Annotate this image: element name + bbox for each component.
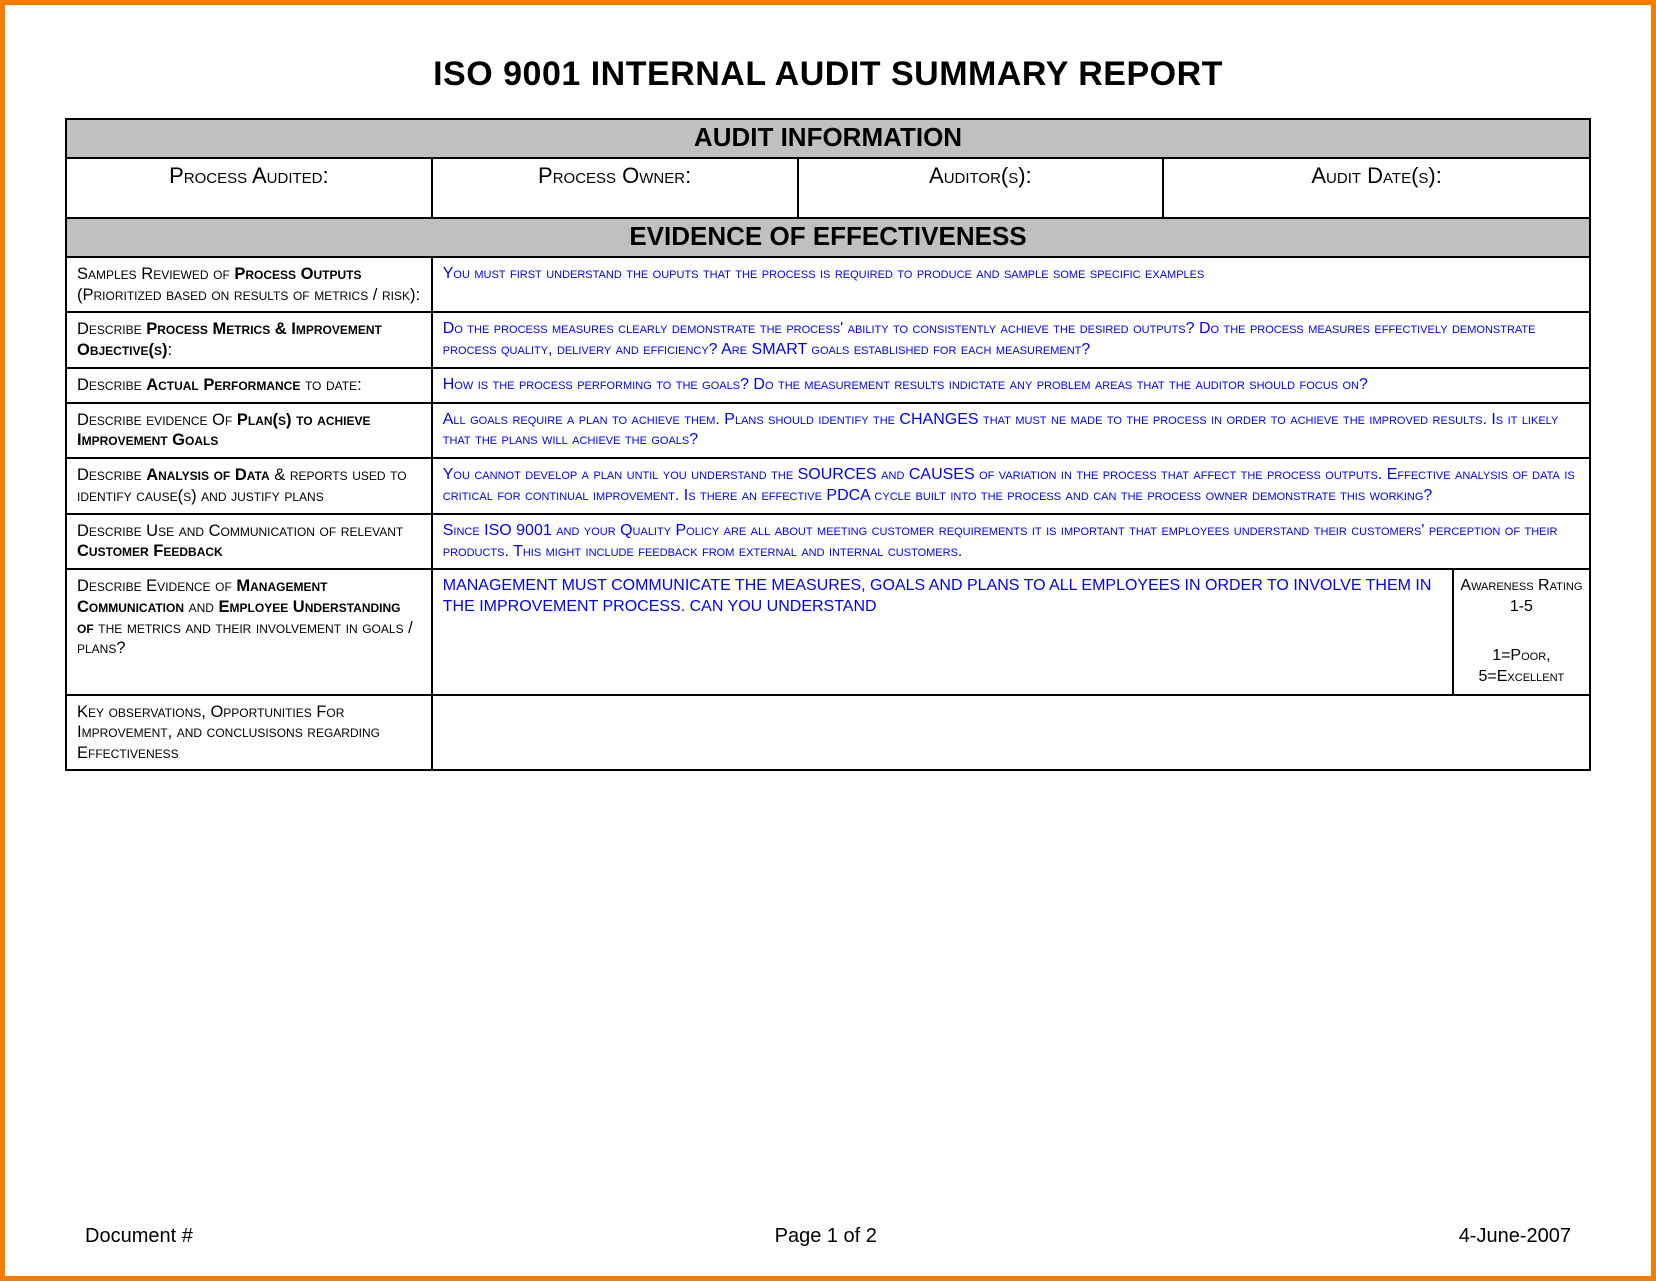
row-label-analysis: Describe Analysis of Data & reports used… [66,458,432,514]
report-title: ISO 9001 INTERNAL AUDIT SUMMARY REPORT [65,55,1591,94]
report-table: AUDIT INFORMATION Process Audited: Proce… [65,118,1591,771]
section-header-row: AUDIT INFORMATION [66,119,1590,158]
row-content-performance: How is the process performing to the goa… [432,368,1590,403]
row-content-feedback: Since ISO 9001 and your Quality Policy a… [432,514,1590,570]
evidence-row: Describe evidence Of Plan(s) to achieve … [66,403,1590,459]
row-label-plans: Describe evidence Of Plan(s) to achieve … [66,403,432,459]
row-label-feedback: Describe Use and Communication of releva… [66,514,432,570]
rating-cell: Awareness Rating 1-5 1=Poor, 5=Excellent [1453,569,1590,694]
col-auditors: Auditor(s): [798,158,1164,218]
row-label-observations: Key observations, Opportunities For Impr… [66,695,432,771]
section-header-row: EVIDENCE OF EFFECTIVENESS [66,218,1590,257]
row-content-plans: All goals require a plan to achieve them… [432,403,1590,459]
row-label-samples: Samples Reviewed of Process Outputs (Pri… [66,257,432,312]
page-footer: Document # Page 1 of 2 4-June-2007 [5,1225,1651,1248]
row-content-management: MANAGEMENT MUST COMMUNICATE THE MEASURES… [432,569,1453,694]
footer-page: Page 1 of 2 [775,1225,877,1248]
rating-top: Awareness Rating 1-5 [1460,576,1583,618]
evidence-row: Describe Use and Communication of releva… [66,514,1590,570]
evidence-row: Describe Analysis of Data & reports used… [66,458,1590,514]
row-label-performance: Describe Actual Performance to date: [66,368,432,403]
audit-info-columns-row: Process Audited: Process Owner: Auditor(… [66,158,1590,218]
col-process-owner: Process Owner: [432,158,798,218]
evidence-header: EVIDENCE OF EFFECTIVENESS [66,218,1590,257]
col-process-audited: Process Audited: [66,158,432,218]
evidence-row: Key observations, Opportunities For Impr… [66,695,1590,771]
audit-info-header: AUDIT INFORMATION [66,119,1590,158]
row-content-analysis: You cannot develop a plan until you unde… [432,458,1590,514]
footer-doc-num: Document # [85,1225,193,1248]
row-content-observations [432,695,1590,771]
evidence-row-management: Describe Evidence of Management Communic… [66,569,1590,694]
row-content-metrics: Do the process measures clearly demonstr… [432,312,1590,368]
evidence-row: Describe Actual Performance to date: How… [66,368,1590,403]
evidence-row: Samples Reviewed of Process Outputs (Pri… [66,257,1590,312]
row-label-management: Describe Evidence of Management Communic… [66,569,432,694]
row-content-samples: You must first understand the ouputs tha… [432,257,1590,312]
rating-bottom: 1=Poor, 5=Excellent [1460,646,1583,688]
footer-date: 4-June-2007 [1459,1225,1571,1248]
evidence-row: Describe Process Metrics & Improvement O… [66,312,1590,368]
row-label-metrics: Describe Process Metrics & Improvement O… [66,312,432,368]
page-container: ISO 9001 INTERNAL AUDIT SUMMARY REPORT A… [0,0,1656,1281]
col-audit-dates: Audit Date(s): [1163,158,1590,218]
